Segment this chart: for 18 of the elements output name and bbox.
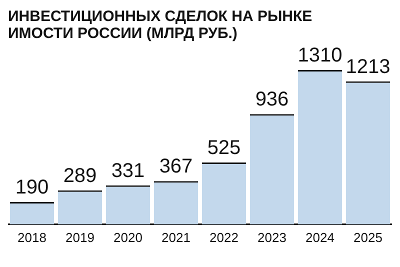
x-tick-label: 2020 (114, 230, 142, 245)
x-tick-label: 2019 (66, 230, 94, 245)
data-label: 289 (63, 164, 97, 187)
data-label: 367 (159, 156, 193, 178)
x-tick-label: 2024 (306, 230, 334, 245)
data-label: 331 (111, 160, 145, 182)
data-label: 1310 (298, 44, 342, 67)
x-tick-label: 2023 (258, 230, 286, 245)
data-label: 190 (15, 176, 49, 199)
x-tick-label: 2022 (210, 230, 238, 245)
x-tick-label: 2018 (18, 230, 46, 245)
x-tick-label: 2021 (162, 230, 190, 245)
data-label: 525 (207, 137, 241, 160)
x-tick-label: 2025 (354, 230, 382, 245)
data-label: 1213 (346, 56, 390, 78)
chart-subtitle: ИМОСТИ РОССИИ (МЛРД РУБ.) (8, 25, 238, 42)
chart-title: ИНВЕСТИЦИОННЫХ СДЕЛОК НА РЫНКЕ (8, 8, 314, 25)
data-label: 936 (255, 88, 289, 111)
